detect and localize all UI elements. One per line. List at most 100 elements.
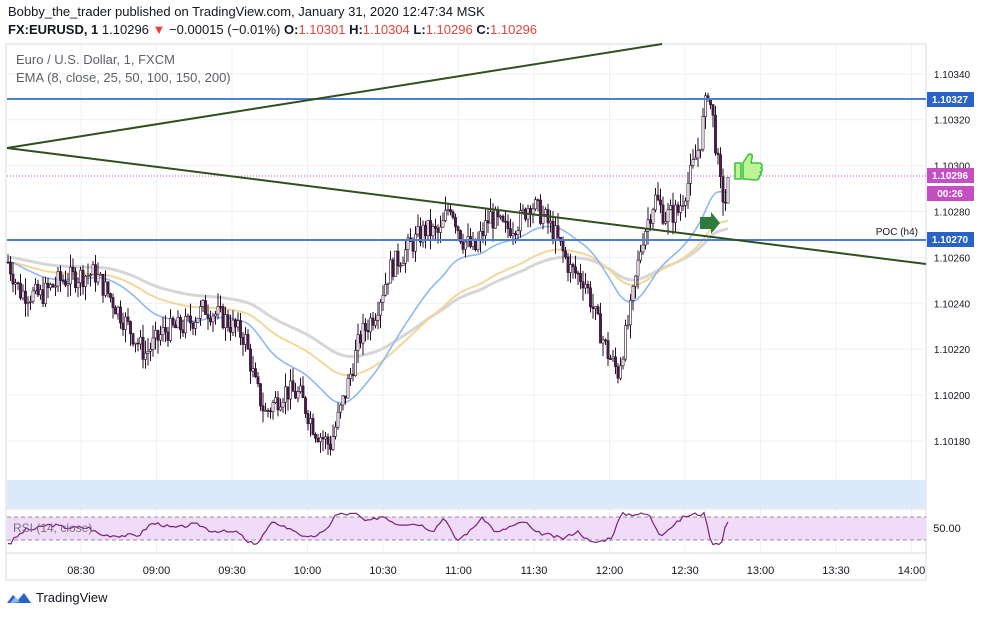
candle-body <box>614 356 617 367</box>
candle-body <box>691 159 695 166</box>
candle-body <box>156 330 160 341</box>
candle-body <box>81 269 85 287</box>
candle-body <box>244 334 247 345</box>
candle-body <box>431 226 435 237</box>
candle-body <box>434 226 437 229</box>
price-tick-label: 1.10320 <box>934 116 971 127</box>
candle-body <box>219 306 222 308</box>
ema-mid-line <box>7 219 729 377</box>
candle-body <box>311 418 315 435</box>
candle-body <box>249 348 252 372</box>
candle-body <box>704 95 707 117</box>
candle-body <box>669 205 672 210</box>
upper-trendline[interactable] <box>6 43 663 149</box>
price-tick-label: 1.10340 <box>934 70 971 81</box>
candle-body <box>601 339 605 344</box>
candle-body <box>711 104 715 116</box>
price-tag-resistance: 1.10327 <box>927 92 974 107</box>
candle-body <box>354 350 357 376</box>
candle-body <box>631 286 635 301</box>
rsi-tick: 50.00 <box>933 523 961 535</box>
candle-body <box>166 331 170 341</box>
candle-body <box>239 320 242 338</box>
candle-body <box>314 434 317 439</box>
candle-body <box>714 114 717 154</box>
ema-fast-line <box>7 190 729 404</box>
candle-body <box>636 259 640 277</box>
price-tick-label: 1.10180 <box>934 437 971 448</box>
candle-body <box>196 317 200 323</box>
candle-body <box>364 323 367 331</box>
time-tick-label: 11:30 <box>521 565 548 577</box>
price-axis[interactable]: 1.10340 1.10320 1.10300 1.10280 1.10260 1.102… <box>934 70 971 448</box>
candle-body <box>576 272 580 275</box>
candle-body <box>159 334 162 341</box>
candle-body <box>276 397 280 411</box>
price-tick-label: 1.10260 <box>934 253 971 264</box>
candle-body <box>201 300 205 307</box>
candle-body <box>131 333 135 345</box>
candle-body <box>146 351 150 354</box>
candle-body <box>46 282 50 288</box>
candle-body <box>439 226 442 233</box>
svg-text:00:26: 00:26 <box>937 189 963 200</box>
candle-body <box>269 410 272 413</box>
candle-body <box>396 250 400 267</box>
candle-body <box>236 320 240 328</box>
ema-legend[interactable]: EMA (8, close, 25, 50, 100, 150, 200) <box>16 70 231 85</box>
tradingview-logo[interactable]: TradingView <box>6 590 108 605</box>
candle-body <box>586 283 590 289</box>
candle-body <box>659 199 662 206</box>
candle-body <box>336 411 340 428</box>
candle-body <box>371 317 375 326</box>
candle-body <box>69 266 72 285</box>
candle-body <box>446 209 450 211</box>
rsi-legend[interactable]: RSI (14, close) <box>13 521 92 535</box>
candle-body <box>44 282 47 304</box>
candle-body <box>656 194 660 201</box>
candle-body <box>404 249 407 264</box>
candle-body <box>506 221 510 229</box>
candle-body <box>411 241 415 252</box>
author[interactable]: Bobby_the_trader <box>8 4 112 19</box>
chart-title: Euro / U.S. Dollar, 1, FXCM <box>16 52 175 67</box>
candle-body <box>651 209 655 224</box>
price-tick-label: 1.10240 <box>934 299 971 310</box>
time-axis[interactable]: 08:30 09:00 09:30 10:00 10:30 11:00 11:30 12:00… <box>67 565 925 577</box>
candle-body <box>14 282 17 285</box>
time-tick-label: 13:00 <box>747 565 775 577</box>
candle-body <box>516 230 520 236</box>
publish-line: Bobby_the_trader published on TradingVie… <box>8 4 485 19</box>
time-tick-label: 09:00 <box>143 565 171 577</box>
candle-body <box>209 317 212 323</box>
candle-body <box>534 199 537 210</box>
candle-body <box>416 226 420 235</box>
candle-body <box>149 349 152 352</box>
candle-body <box>686 183 690 202</box>
candle-body <box>681 205 685 207</box>
candle-body <box>359 334 362 344</box>
candle-body <box>186 315 190 318</box>
candle-body <box>341 395 345 406</box>
candle-body <box>34 283 37 292</box>
candle-body <box>589 287 592 308</box>
candle-body <box>424 224 427 237</box>
candle-body <box>171 318 175 326</box>
lower-trendline[interactable] <box>6 147 927 265</box>
candle-body <box>279 406 282 411</box>
candle-body <box>569 264 572 273</box>
candle-body <box>191 322 195 329</box>
candle-body <box>476 240 480 251</box>
candle-body <box>326 436 330 445</box>
candle-body <box>169 318 172 341</box>
candle-body <box>454 217 457 228</box>
candle-body <box>294 391 297 399</box>
candle-body <box>286 386 290 400</box>
candle-body <box>641 244 645 253</box>
candle-body <box>679 205 682 213</box>
candle-body <box>329 443 332 450</box>
candle-body <box>584 283 587 289</box>
candle-body <box>51 284 55 288</box>
candle-body <box>61 280 65 282</box>
